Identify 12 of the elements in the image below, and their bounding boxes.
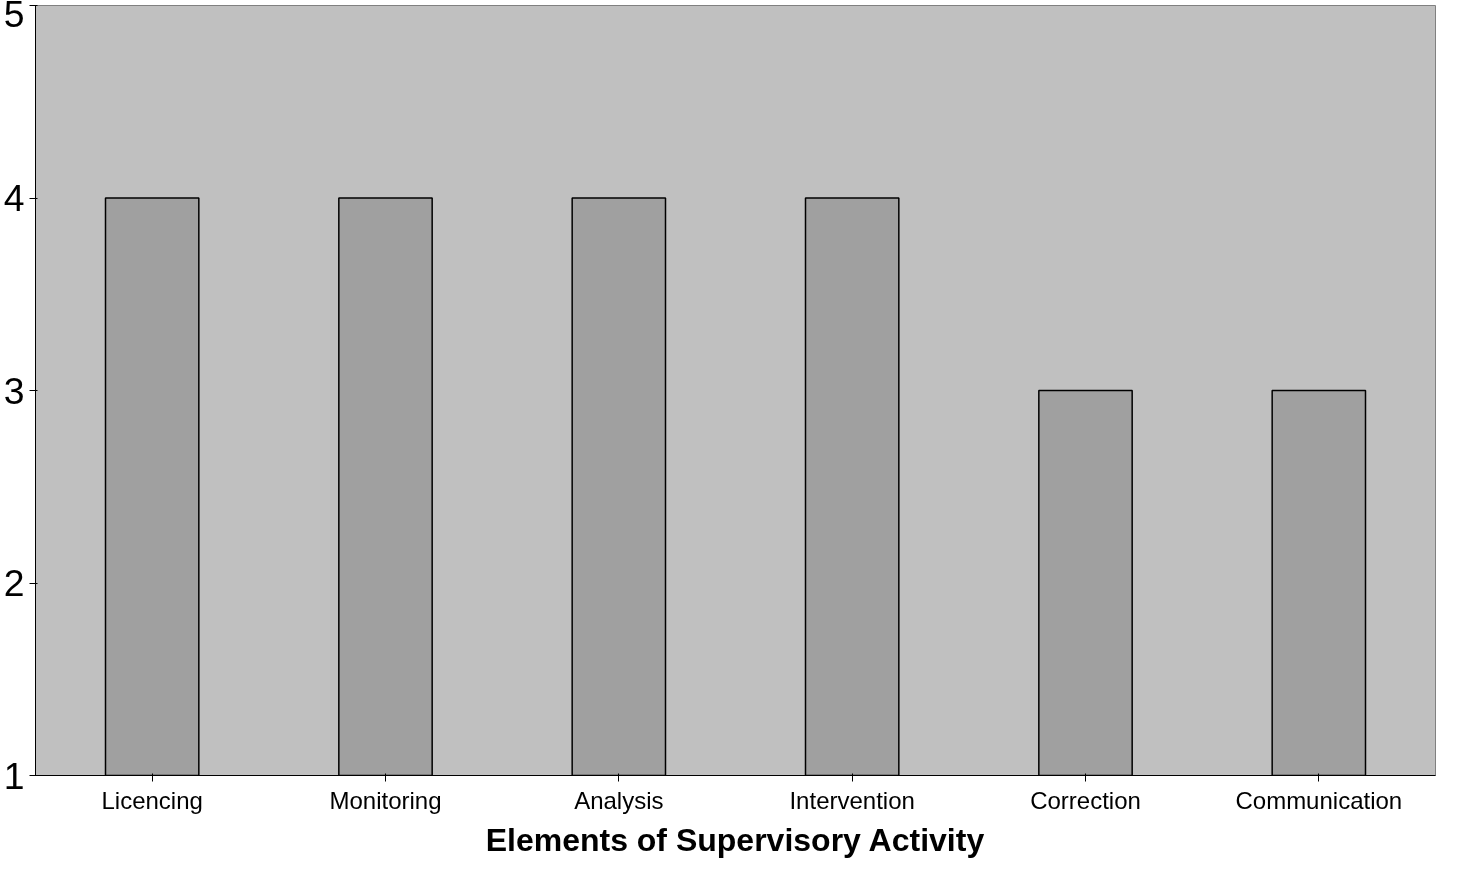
x-tick-label: Communication [1235, 786, 1403, 814]
x-tick-label: Licencing [101, 786, 203, 814]
y-tick-label: 5 [3, 0, 25, 35]
y-tick-label: 2 [3, 562, 25, 604]
x-tick-label: Intervention [789, 786, 915, 814]
y-tick-label: 3 [3, 369, 25, 412]
x-tick-label: Correction [1030, 786, 1141, 814]
y-tick-label: 4 [3, 177, 25, 219]
y-tick-label: 1 [3, 754, 25, 797]
x-tick-label: Analysis [574, 786, 664, 814]
x-tick-label: Monitoring [329, 786, 442, 814]
x-axis-title: Elements of Supervisory Activity [485, 821, 985, 858]
